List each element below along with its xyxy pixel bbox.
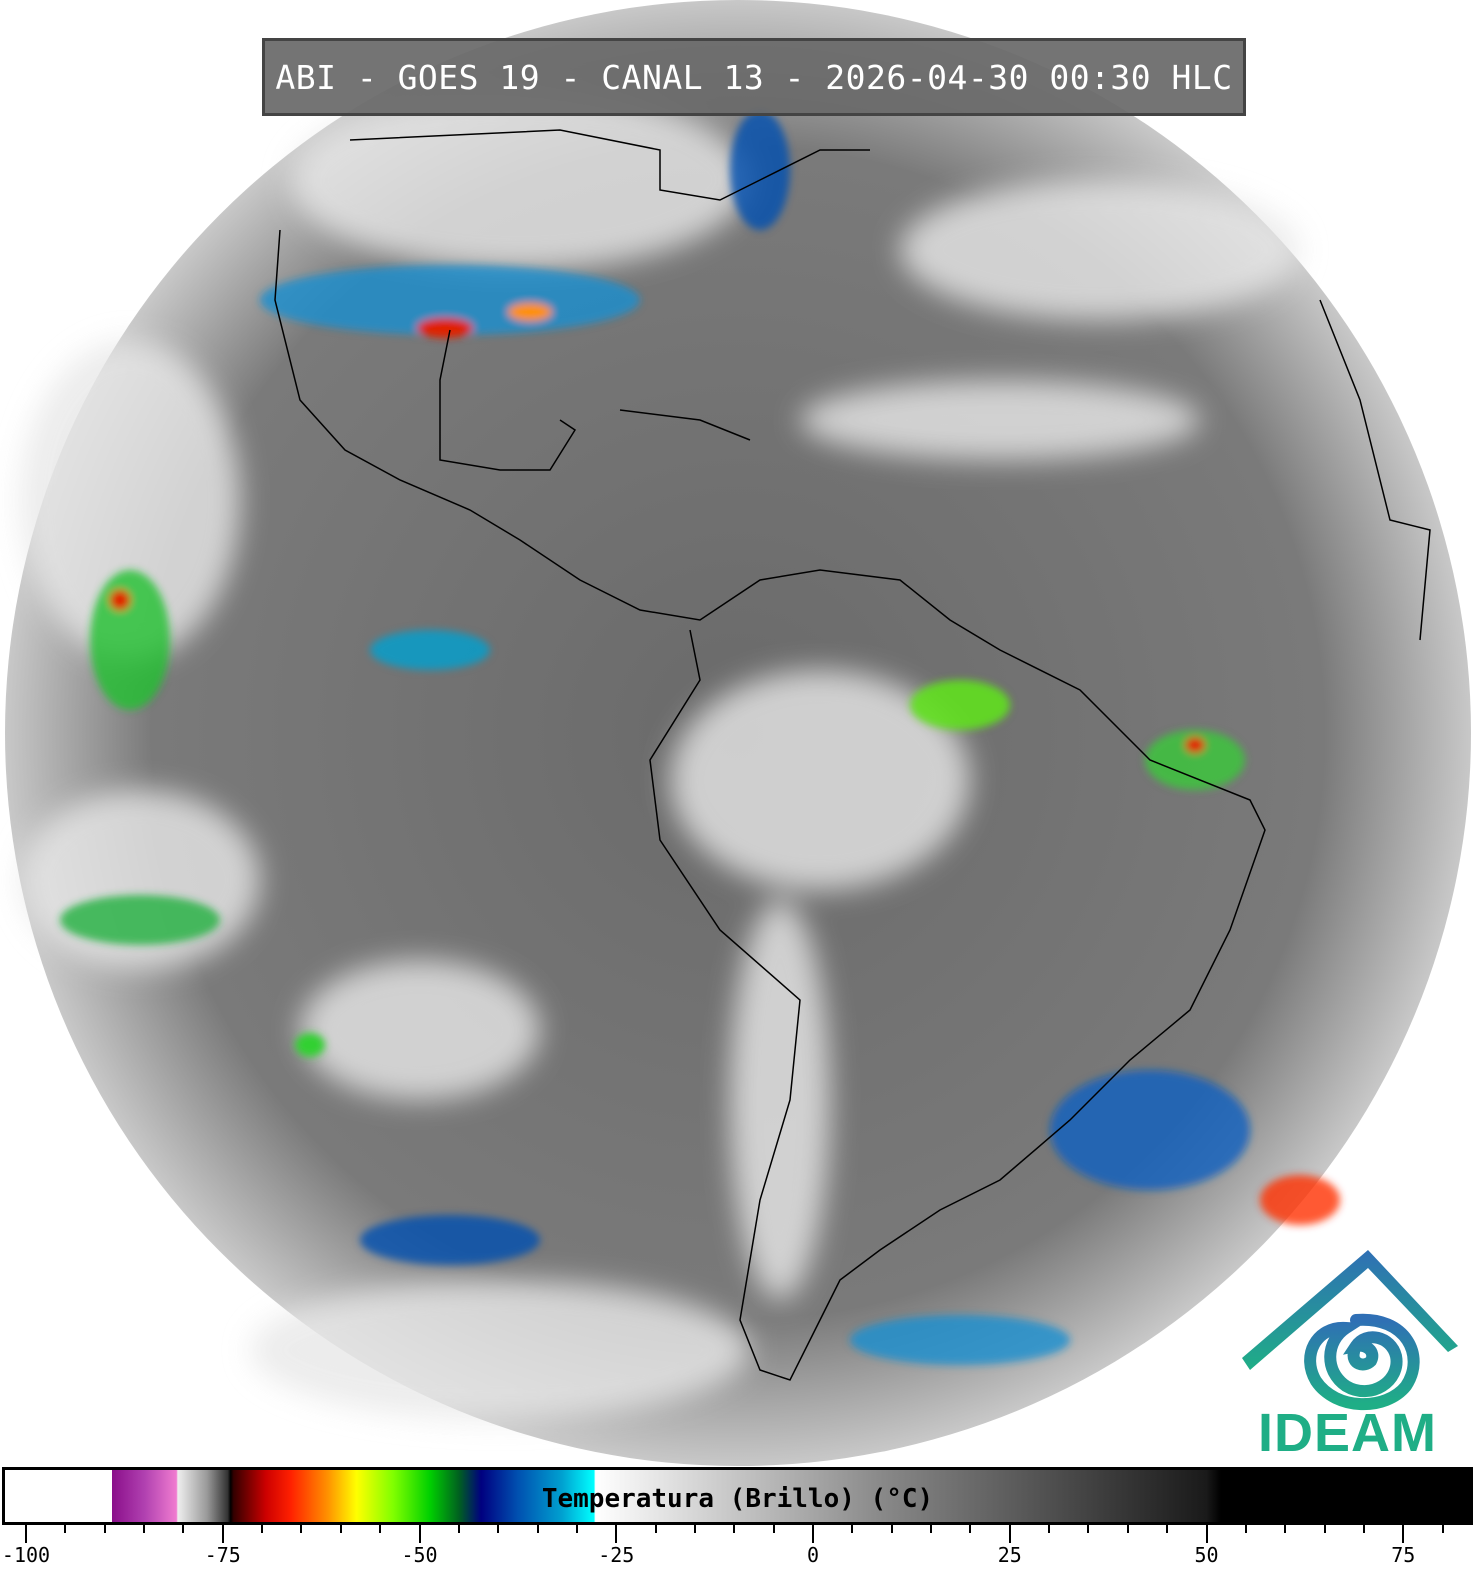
minor-tick — [575, 1525, 578, 1533]
tick-label: -25 — [598, 1543, 635, 1567]
minor-tick — [890, 1525, 893, 1533]
colorbar-label: Temperatura (Brillo) (°C) — [541, 1484, 934, 1514]
major-tick — [1008, 1525, 1011, 1543]
minor-tick — [536, 1525, 539, 1533]
minor-tick — [1244, 1525, 1247, 1533]
minor-tick — [772, 1525, 775, 1533]
minor-tick — [1048, 1525, 1051, 1533]
roof-icon — [1242, 1250, 1458, 1370]
swirl-icon — [1304, 1313, 1420, 1411]
minor-tick — [339, 1525, 342, 1533]
minor-tick — [930, 1525, 933, 1533]
minor-tick — [497, 1525, 500, 1533]
minor-tick — [103, 1525, 106, 1533]
convective-cells — [60, 110, 1340, 1365]
major-tick — [615, 1525, 618, 1543]
minor-tick — [1087, 1525, 1090, 1533]
minor-tick — [64, 1525, 67, 1533]
minor-tick — [300, 1525, 303, 1533]
major-tick — [25, 1525, 27, 1543]
minor-tick — [182, 1525, 185, 1533]
minor-tick — [143, 1525, 146, 1533]
colorbar: Temperatura (Brillo) (°C) — [2, 1467, 1473, 1525]
colorbar-axis: -100 -75 -50 -25 0 25 50 75 — [0, 1525, 1481, 1577]
minor-tick — [969, 1525, 972, 1533]
minor-tick — [1323, 1525, 1326, 1533]
cloud-cover — [20, 90, 1300, 1420]
image-title: ABI - GOES 19 - CANAL 13 - 2026-04-30 00… — [262, 38, 1246, 116]
coastlines-borders — [274, 129, 1431, 1381]
major-tick — [221, 1525, 224, 1543]
tick-label: -100 — [1, 1543, 51, 1567]
major-tick — [1402, 1525, 1405, 1543]
ideam-logo — [1242, 1250, 1458, 1411]
minor-tick — [654, 1525, 657, 1533]
minor-tick — [1126, 1525, 1129, 1533]
tick-label: -50 — [401, 1543, 438, 1567]
minor-tick — [379, 1525, 382, 1533]
minor-tick — [1284, 1525, 1287, 1533]
tick-label: -75 — [204, 1543, 241, 1567]
major-tick — [1205, 1525, 1208, 1543]
tick-label: 0 — [806, 1543, 820, 1567]
minor-tick — [693, 1525, 696, 1533]
major-tick — [418, 1525, 421, 1543]
minor-tick — [1362, 1525, 1365, 1533]
minor-tick — [1441, 1525, 1444, 1533]
satellite-full-disk-image — [5, 0, 1471, 1466]
major-tick — [812, 1525, 814, 1543]
tick-label: 50 — [1194, 1543, 1219, 1567]
tick-label: 75 — [1391, 1543, 1416, 1567]
tick-label: 25 — [997, 1543, 1022, 1567]
ideam-logo-text: IDEAM — [1258, 1403, 1437, 1463]
minor-tick — [457, 1525, 460, 1533]
minor-tick — [733, 1525, 736, 1533]
minor-tick — [261, 1525, 264, 1533]
minor-tick — [1166, 1525, 1169, 1533]
minor-tick — [851, 1525, 854, 1533]
